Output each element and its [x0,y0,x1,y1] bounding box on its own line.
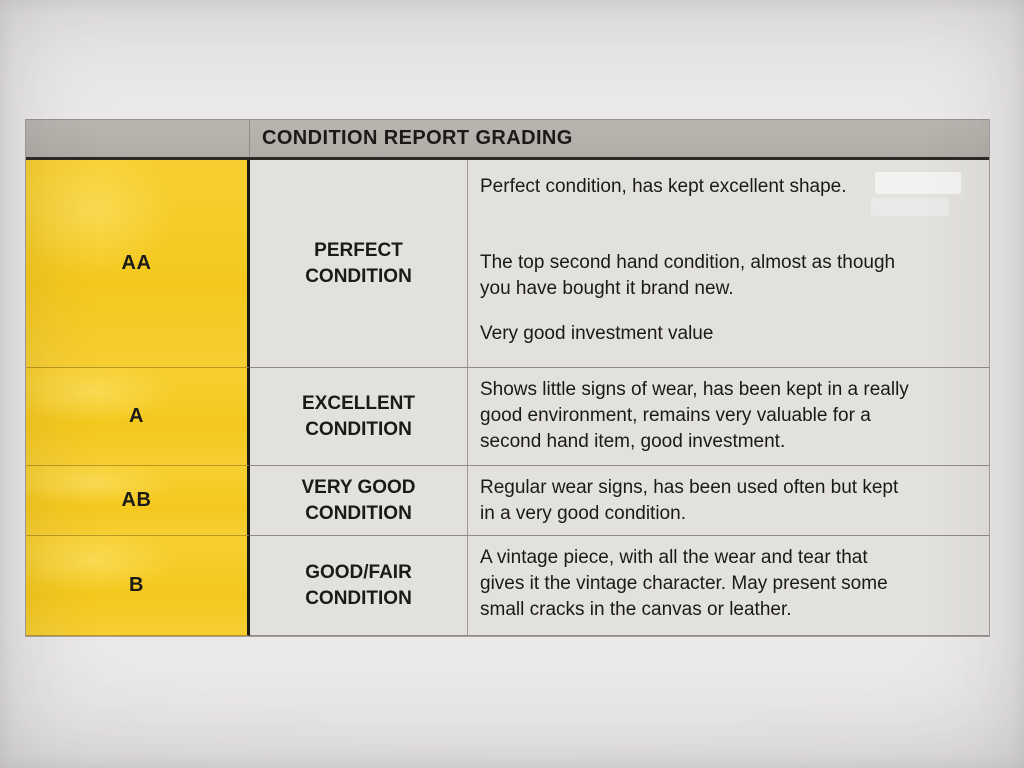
grade-cell-aa: AA [26,160,250,368]
condition-cell-excellent: EXCELLENT CONDITION [250,368,468,466]
condition-cell-very-good: VERY GOOD CONDITION [250,466,468,536]
grade-cell-ab: AB [26,466,250,536]
description-paragraph: Very good investment value [480,323,714,344]
table-title: CONDITION REPORT GRADING [262,127,573,149]
description-cell-ab: Regular wear signs, has been used often … [468,466,989,536]
grade-cell-a: A [26,368,250,466]
condition-grading-table: CONDITION REPORT GRADING AA PERFECT COND… [25,119,990,637]
description-paragraph: Regular wear signs, has been used often … [480,477,899,524]
description-cell-b: A vintage piece, with all the wear and t… [468,536,989,636]
correction-fluid-patch [875,172,961,194]
table-body: AA PERFECT CONDITION Perfect condition, … [26,160,989,636]
description-paragraph: Shows little signs of wear, has been kep… [480,379,909,452]
grade-cell-b: B [26,536,250,636]
condition-cell-good-fair: GOOD/FAIR CONDITION [250,536,468,636]
description-paragraph: Perfect condition, has kept excellent sh… [480,176,847,197]
description-cell-aa: Perfect condition, has kept excellent sh… [468,160,989,368]
header-corner-cell [26,120,250,157]
correction-fluid-patch-2 [871,198,949,216]
description-cell-a: Shows little signs of wear, has been kep… [468,368,989,466]
description-paragraph: A vintage piece, with all the wear and t… [480,547,888,620]
table-header-bar: CONDITION REPORT GRADING [26,119,989,160]
description-paragraph: The top second hand condition, almost as… [480,252,896,299]
condition-cell-perfect: PERFECT CONDITION [250,160,468,368]
